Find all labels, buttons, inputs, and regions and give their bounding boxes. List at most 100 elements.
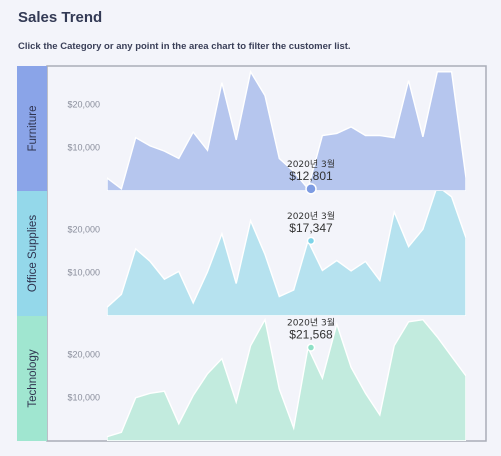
data-point-technology[interactable] (190, 393, 196, 399)
y-tick-label: $10,000 (67, 143, 100, 153)
annotation-value: $12,801 (289, 169, 333, 183)
area-furniture[interactable] (107, 69, 466, 191)
data-point-furniture[interactable] (161, 148, 167, 154)
data-point-technology[interactable] (133, 395, 139, 401)
y-tick-label: $10,000 (67, 268, 100, 278)
category-label-furniture[interactable]: Furniture (27, 105, 39, 151)
data-point-furniture[interactable] (262, 93, 268, 99)
data-point-office-supplies[interactable] (104, 304, 110, 310)
data-point-office-supplies[interactable] (276, 294, 282, 300)
data-point-technology[interactable] (276, 386, 282, 392)
data-point-office-supplies[interactable] (291, 287, 297, 293)
data-point-office-supplies[interactable] (248, 218, 254, 224)
data-point-office-supplies[interactable] (363, 258, 369, 264)
data-point-technology[interactable] (406, 321, 412, 327)
data-point-office-supplies[interactable] (377, 278, 383, 284)
data-point-technology[interactable] (463, 373, 469, 379)
annotation-date: 2020년 3월 (287, 317, 335, 329)
data-point-office-supplies[interactable] (205, 269, 211, 275)
category-office-supplies-band[interactable] (17, 191, 47, 316)
y-tick-label: $20,000 (67, 224, 100, 234)
data-point-office-supplies[interactable] (434, 196, 440, 202)
data-point-furniture[interactable] (434, 71, 440, 77)
data-point-furniture[interactable] (363, 133, 369, 139)
highlight-marker-furniture[interactable] (305, 183, 317, 195)
data-point-technology[interactable] (176, 421, 182, 427)
data-point-office-supplies[interactable] (147, 258, 153, 264)
data-point-furniture[interactable] (449, 71, 455, 77)
data-point-office-supplies[interactable] (319, 268, 325, 274)
data-point-technology[interactable] (363, 390, 369, 396)
data-point-office-supplies[interactable] (161, 276, 167, 282)
data-point-office-supplies[interactable] (176, 268, 182, 274)
data-point-technology[interactable] (104, 434, 110, 440)
category-technology-band[interactable] (17, 316, 47, 441)
data-point-office-supplies[interactable] (391, 209, 397, 215)
data-point-furniture[interactable] (319, 133, 325, 139)
data-point-furniture[interactable] (233, 137, 239, 143)
data-point-furniture[interactable] (118, 186, 124, 192)
area-office-supplies[interactable] (107, 186, 466, 316)
data-point-technology[interactable] (319, 375, 325, 381)
data-point-furniture[interactable] (104, 175, 110, 181)
page-title: Sales Trend (18, 9, 103, 26)
data-point-furniture[interactable] (133, 135, 139, 141)
data-point-technology[interactable] (348, 364, 354, 370)
data-point-office-supplies[interactable] (463, 235, 469, 241)
data-point-office-supplies[interactable] (190, 300, 196, 306)
data-point-office-supplies[interactable] (262, 252, 268, 258)
data-point-furniture[interactable] (406, 78, 412, 84)
annotation-value: $21,568 (289, 328, 333, 342)
y-tick-label: $20,000 (67, 99, 100, 109)
highlight-marker-technology[interactable] (306, 343, 316, 352)
data-point-furniture[interactable] (391, 135, 397, 141)
data-point-furniture[interactable] (420, 134, 426, 140)
y-tick-label: $20,000 (67, 349, 100, 359)
chart-instructions: Click the Category or any point in the a… (18, 41, 351, 52)
data-point-office-supplies[interactable] (348, 268, 354, 274)
data-point-technology[interactable] (420, 321, 426, 327)
data-point-office-supplies[interactable] (406, 244, 412, 250)
data-point-technology[interactable] (291, 425, 297, 431)
data-point-furniture[interactable] (205, 147, 211, 153)
data-point-furniture[interactable] (248, 71, 254, 77)
data-point-office-supplies[interactable] (219, 231, 225, 237)
data-point-office-supplies[interactable] (420, 226, 426, 232)
data-point-furniture[interactable] (147, 143, 153, 149)
data-point-technology[interactable] (248, 343, 254, 349)
data-point-technology[interactable] (434, 334, 440, 340)
data-point-technology[interactable] (449, 354, 455, 360)
data-point-technology[interactable] (205, 371, 211, 377)
category-furniture-band[interactable] (17, 66, 47, 191)
annotation-value: $17,347 (289, 221, 333, 235)
data-point-office-supplies[interactable] (118, 291, 124, 297)
annotation-date: 2020년 3월 (287, 210, 335, 222)
data-point-office-supplies[interactable] (133, 246, 139, 252)
data-point-office-supplies[interactable] (449, 196, 455, 202)
data-point-technology[interactable] (233, 399, 239, 405)
data-point-technology[interactable] (219, 356, 225, 362)
data-point-technology[interactable] (262, 321, 268, 327)
highlight-marker-office-supplies[interactable] (306, 236, 316, 246)
data-point-furniture[interactable] (463, 175, 469, 181)
data-point-furniture[interactable] (176, 156, 182, 162)
data-point-office-supplies[interactable] (334, 258, 340, 264)
data-point-furniture[interactable] (276, 156, 282, 162)
data-point-technology[interactable] (147, 390, 153, 396)
data-point-technology[interactable] (377, 412, 383, 418)
data-point-furniture[interactable] (348, 124, 354, 130)
data-point-furniture[interactable] (334, 130, 340, 136)
data-point-technology[interactable] (161, 388, 167, 394)
category-label-office-supplies[interactable]: Office Supplies (27, 215, 39, 292)
category-label-technology[interactable]: Technology (27, 349, 39, 407)
data-point-furniture[interactable] (190, 129, 196, 135)
data-point-furniture[interactable] (377, 133, 383, 139)
annotation-date: 2020년 3월 (287, 158, 335, 170)
data-point-technology[interactable] (118, 429, 124, 435)
data-point-furniture[interactable] (219, 80, 225, 86)
data-point-technology[interactable] (391, 343, 397, 349)
data-point-office-supplies[interactable] (233, 281, 239, 287)
area-technology[interactable] (107, 317, 466, 441)
y-tick-label: $10,000 (67, 393, 100, 403)
